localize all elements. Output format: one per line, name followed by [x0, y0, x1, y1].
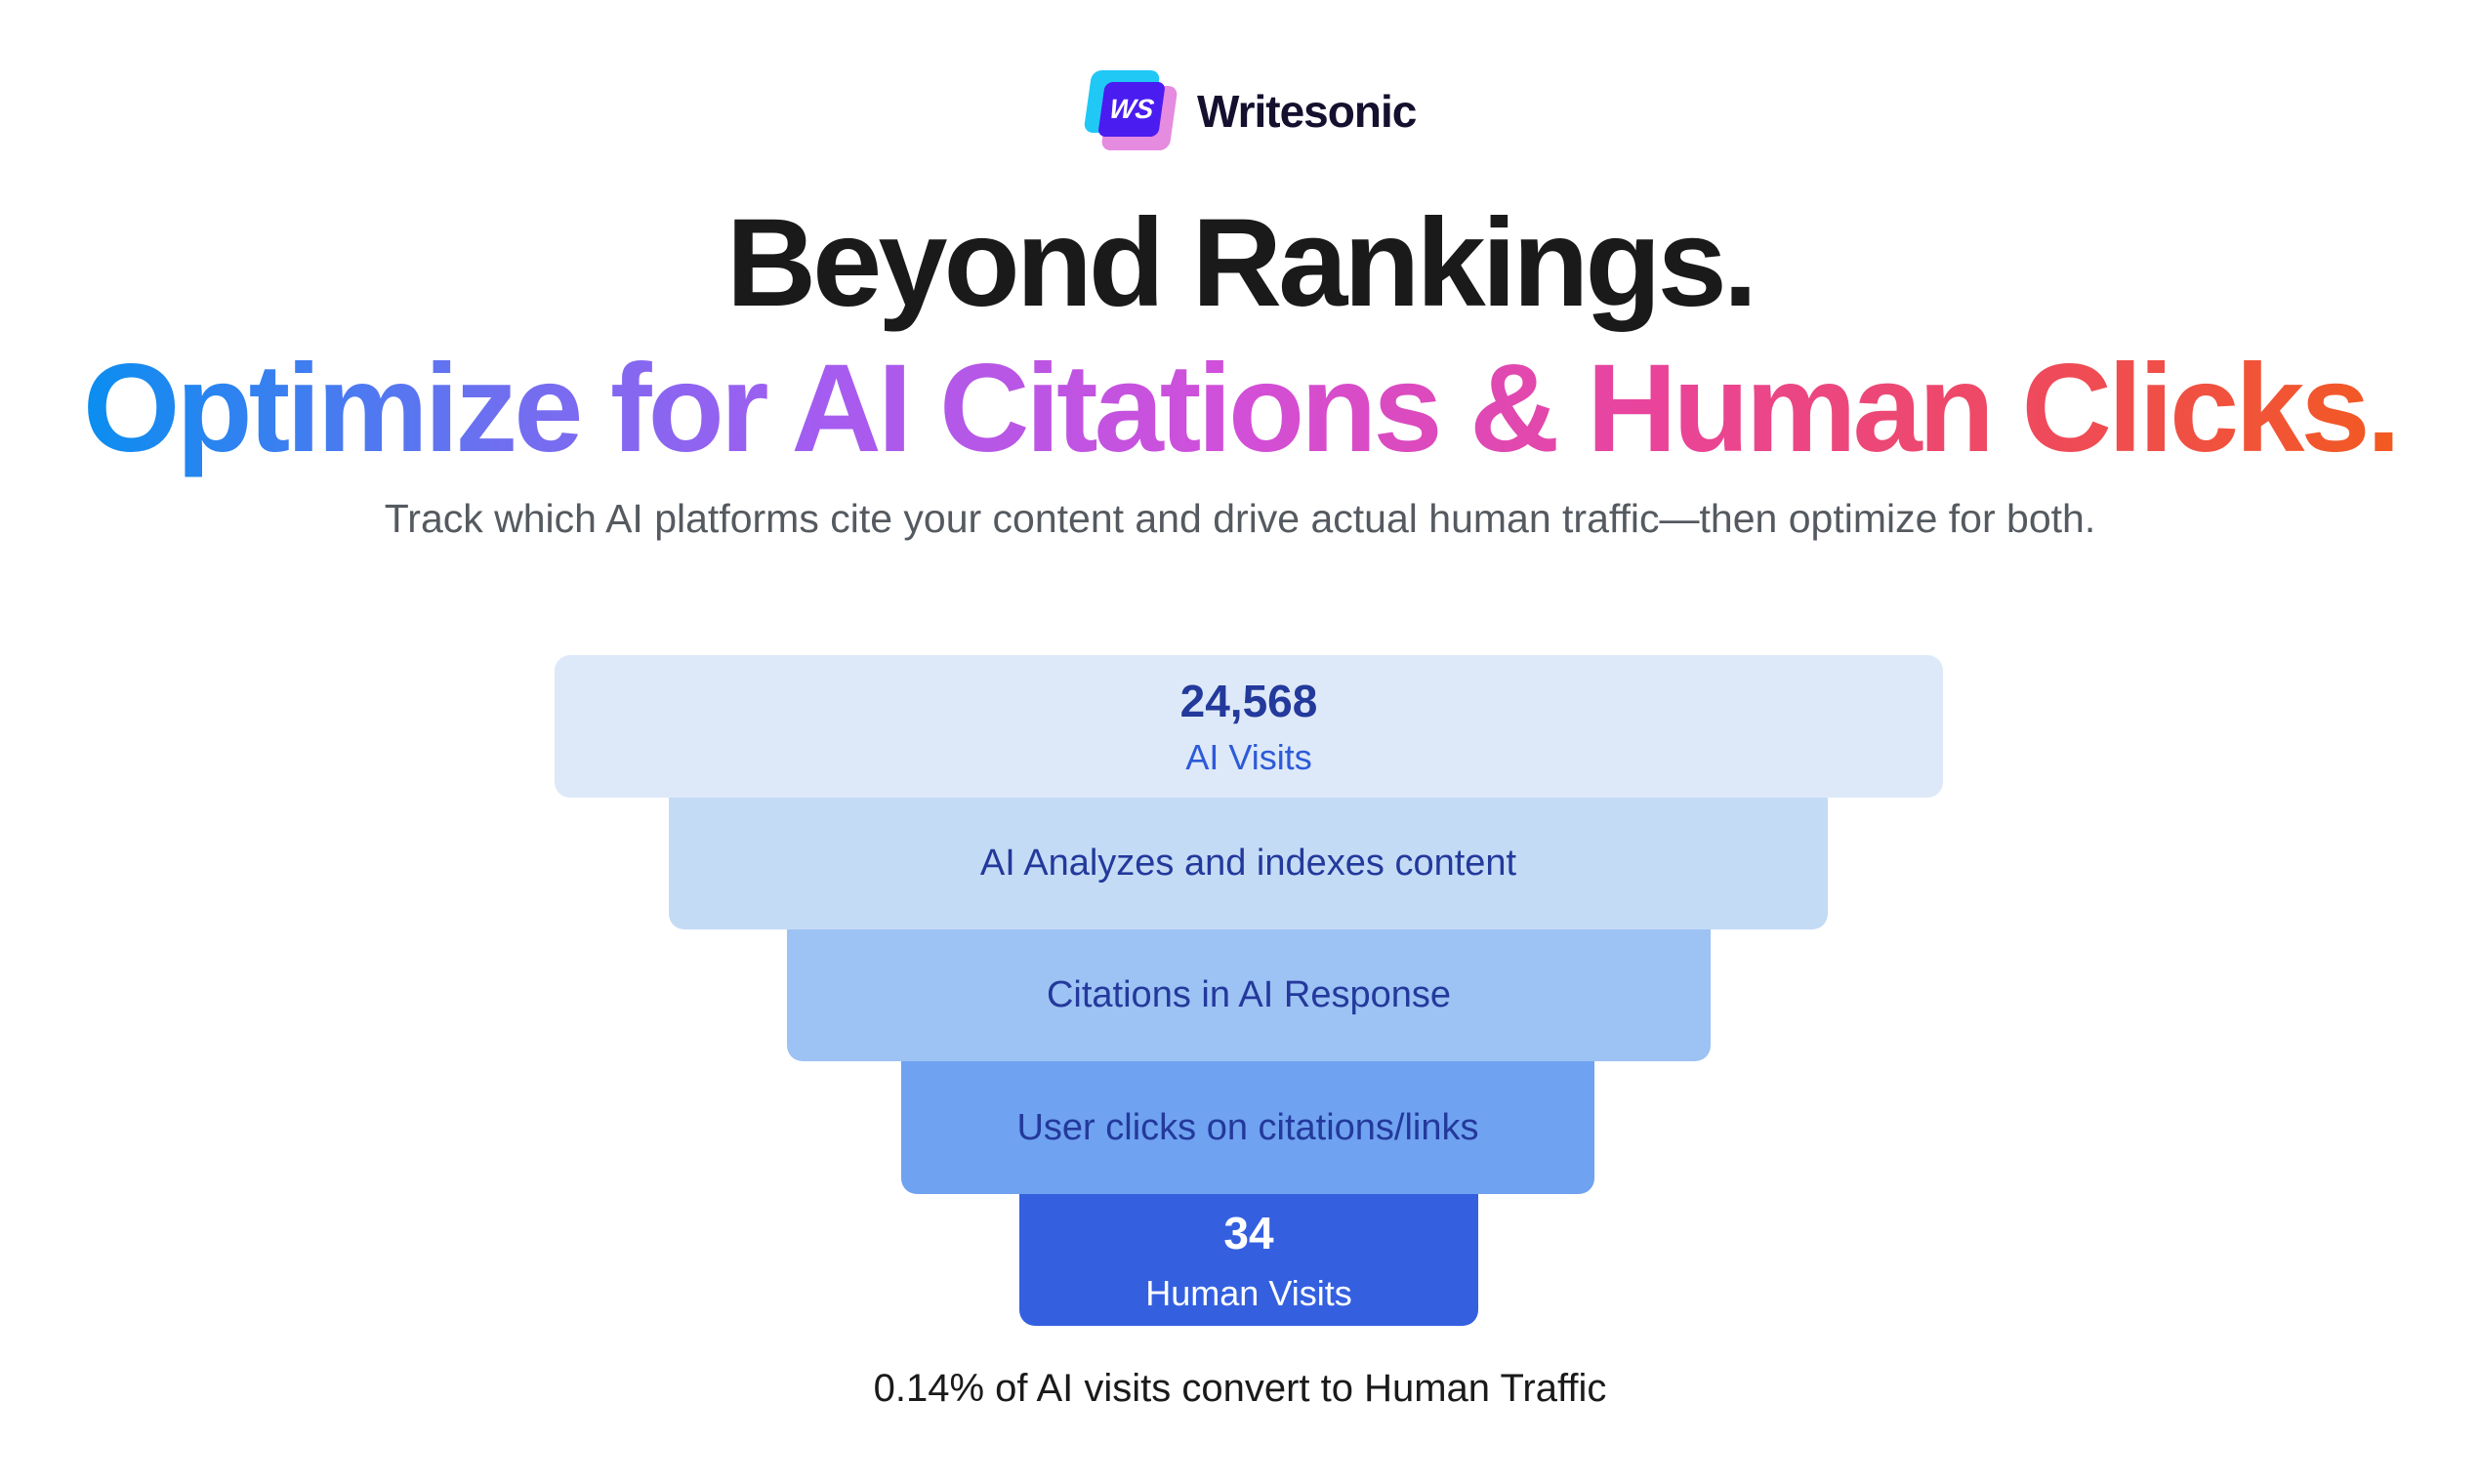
logo-mark-text: WS	[1097, 82, 1166, 137]
page-subtitle: Optimize for AI Citations & Human Clicks…	[0, 337, 2480, 480]
writesonic-logo-icon: WS	[1083, 70, 1178, 152]
conversion-note: 0.14% of AI visits convert to Human Traf…	[873, 1367, 1607, 1410]
ai-visits-label: AI Visits	[1185, 737, 1312, 777]
human-visits-value: 34	[1223, 1207, 1274, 1258]
funnel-stage-human-visits: 34 Human Visits	[1019, 1194, 1478, 1326]
funnel-stage-analyze: AI Analyzes and indexes content	[669, 798, 1828, 929]
stage-label: AI Analyzes and indexes content	[979, 843, 1517, 884]
description: Track which AI platforms cite your conte…	[384, 496, 2096, 541]
funnel-stage-citations: Citations in AI Response	[787, 929, 1711, 1061]
gradient-subtitle: Optimize for AI Citations & Human Clicks…	[82, 339, 2401, 478]
ai-visits-value: 24,568	[1179, 676, 1318, 726]
page-title: Beyond Rankings.	[725, 193, 1758, 333]
stage-label: User clicks on citations/links	[1016, 1106, 1479, 1148]
human-visits-label: Human Visits	[1145, 1272, 1352, 1313]
brand-logo: WS Writesonic	[1083, 70, 1417, 152]
funnel-stage-ai-visits: 24,568 AI Visits	[555, 655, 1943, 798]
funnel-stage-clicks: User clicks on citations/links	[901, 1061, 1594, 1194]
stage-label: Citations in AI Response	[1046, 974, 1451, 1015]
brand-name: Writesonic	[1197, 86, 1417, 137]
